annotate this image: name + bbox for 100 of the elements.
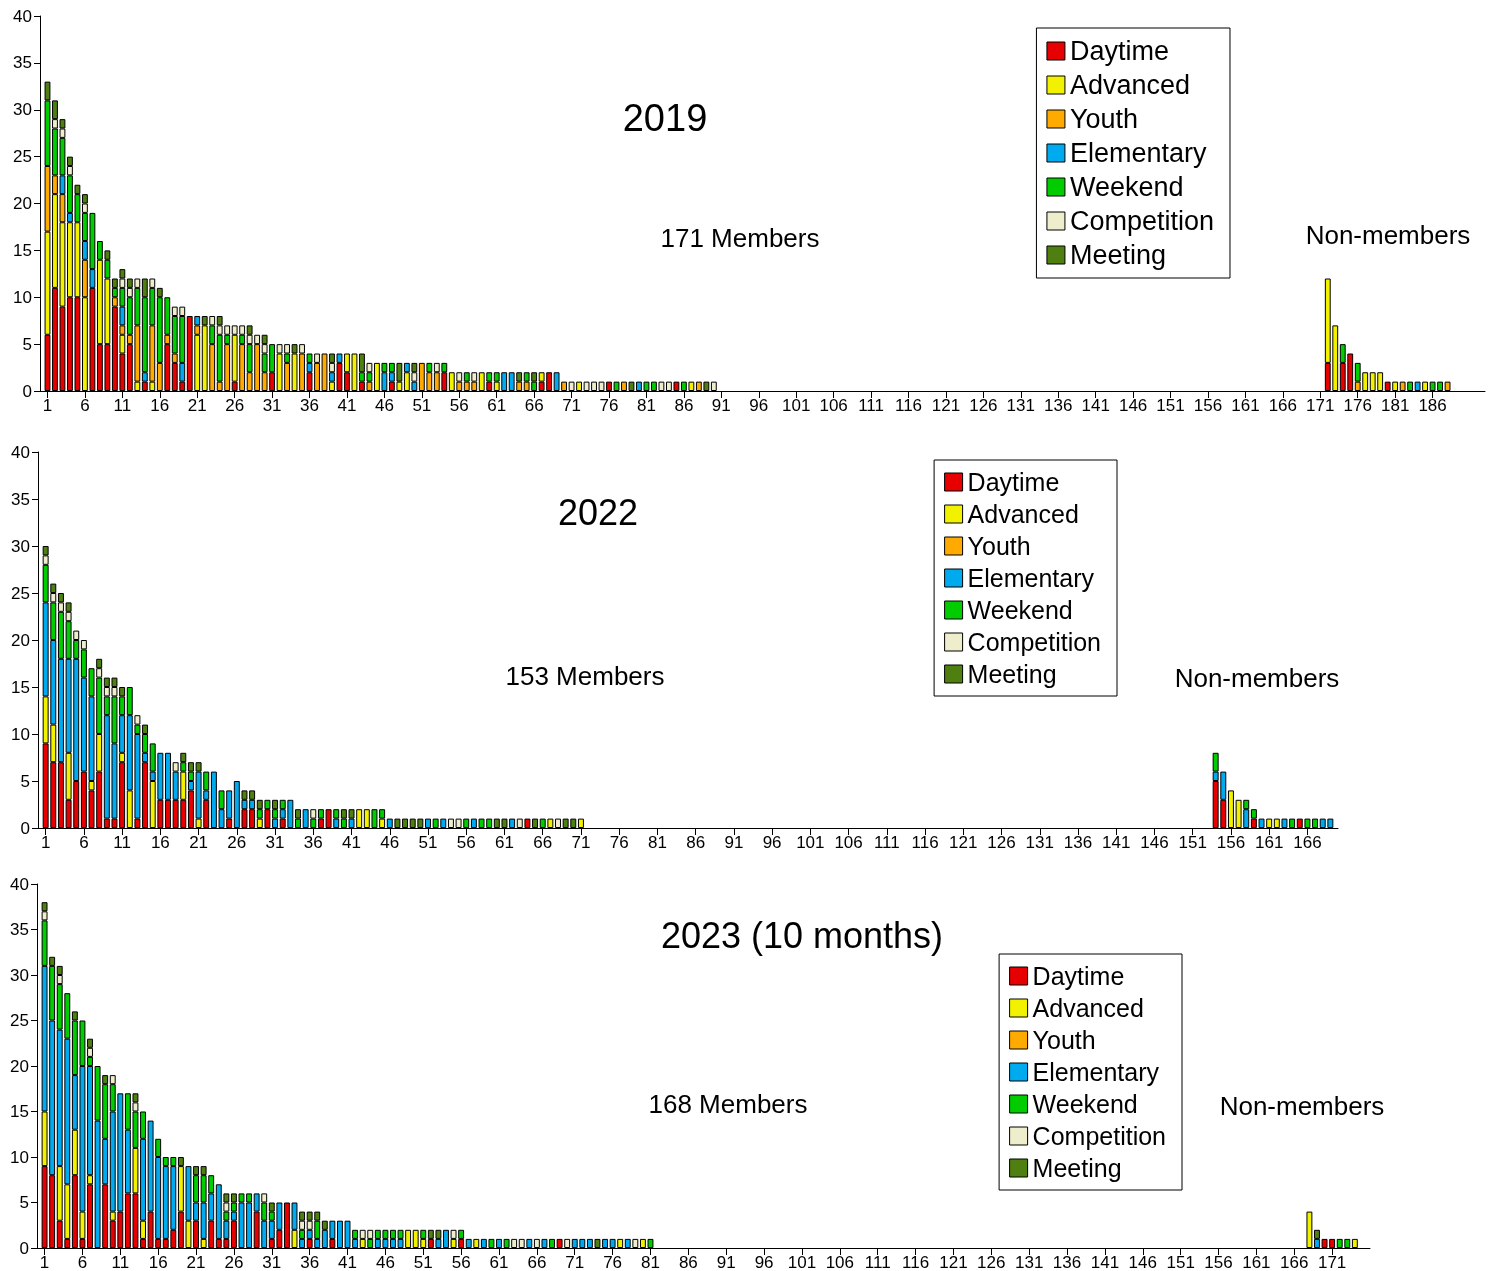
x-tick-label: 146	[1118, 396, 1148, 415]
legend-label: Daytime	[1032, 962, 1125, 990]
y-tick-label: 40	[11, 442, 30, 462]
x-tick-label: 141	[1102, 833, 1131, 852]
x-tick-label: 46	[375, 1253, 395, 1271]
x-tick-label: 6	[77, 1253, 88, 1271]
x-tick-label: 116	[911, 833, 939, 852]
y-tick-label: 25	[10, 1011, 29, 1030]
x-tick-label: 41	[337, 396, 357, 415]
x-tick-label: 131	[1014, 1253, 1044, 1271]
x-tick-label: 86	[686, 833, 706, 852]
y-tick-label: 30	[13, 100, 32, 120]
legend-label: Elementary	[1069, 138, 1207, 168]
x-tick-label: 91	[711, 396, 731, 415]
y-tick-label: 20	[10, 1056, 29, 1076]
x-tick-label: 11	[113, 833, 131, 852]
y-tick-label: 0	[20, 818, 30, 838]
annotation: Non-members	[1305, 220, 1471, 250]
y-tick-label: 25	[11, 583, 30, 603]
annotation: 168 Members	[648, 1089, 808, 1119]
legend-label: Youth	[1069, 104, 1139, 134]
x-tick-label: 121	[931, 396, 961, 415]
x-tick-label: 56	[456, 833, 476, 852]
x-tick-label: 6	[80, 396, 90, 415]
x-tick-label: 41	[342, 833, 361, 852]
x-tick-label: 116	[902, 1253, 930, 1271]
x-tick-label: 156	[1204, 1253, 1233, 1271]
y-tick-label: 30	[10, 965, 29, 985]
x-tick-label: 16	[150, 833, 170, 852]
text: 2019	[622, 97, 708, 139]
x-tick-label: 6	[79, 833, 89, 852]
x-tick-label: 156	[1216, 833, 1246, 852]
x-tick-label: 101	[796, 833, 825, 852]
text: 2022	[557, 491, 639, 533]
x-tick-label: 71	[562, 396, 582, 415]
legend-label: Advanced	[1032, 994, 1144, 1022]
annotation: 171 Members	[660, 223, 820, 253]
x-tick-label: 86	[674, 396, 694, 415]
x-tick-label: 146	[1140, 833, 1169, 852]
x-tick-label: 81	[647, 833, 667, 852]
x-tick-label: 21	[187, 396, 207, 415]
x-tick-label: 106	[825, 1253, 855, 1271]
x-tick-label: 16	[150, 396, 170, 415]
y-tick-label: 25	[13, 147, 32, 167]
y-tick-label: 5	[20, 771, 30, 791]
x-tick-label: 166	[1280, 1253, 1309, 1271]
y-tick-label: 0	[22, 381, 32, 401]
legend-label: Advanced	[1069, 70, 1191, 100]
x-tick-label: 36	[303, 833, 323, 852]
y-tick-label: 35	[10, 920, 29, 939]
x-tick-label: 111	[873, 833, 900, 852]
x-tick-label: 166	[1293, 833, 1322, 852]
x-tick-label: 96	[754, 1253, 774, 1271]
x-tick-label: 121	[939, 1253, 968, 1271]
x-tick-label: 61	[487, 396, 507, 415]
x-tick-label: 21	[186, 1253, 206, 1271]
legend-label: Elementary	[967, 564, 1095, 592]
x-tick-label: 46	[374, 396, 394, 415]
x-tick-label: 111	[864, 1253, 891, 1271]
x-tick-label: 126	[987, 833, 1016, 852]
x-tick-label: 76	[609, 833, 629, 852]
y-tick-label: 20	[13, 194, 32, 213]
x-tick-label: 46	[380, 833, 400, 852]
x-tick-label: 31	[262, 1253, 282, 1271]
legend-label: Weekend	[1069, 172, 1184, 202]
x-tick-label: 116	[894, 396, 923, 415]
x-tick-label: 161	[1231, 396, 1260, 415]
x-tick-label: 56	[451, 1253, 471, 1271]
y-tick-label: 15	[13, 240, 32, 260]
y-tick-label: 5	[19, 1193, 29, 1212]
x-tick-label: 1	[39, 1253, 50, 1271]
x-tick-label: 66	[524, 396, 544, 415]
x-tick-label: 11	[113, 396, 132, 415]
legend-label: Meeting	[967, 660, 1057, 688]
y-tick-label: 15	[11, 677, 30, 697]
x-tick-label: 51	[413, 1253, 433, 1271]
legend-label: Elementary	[1032, 1058, 1160, 1086]
x-tick-label: 86	[678, 1253, 698, 1271]
x-tick-label: 126	[977, 1253, 1006, 1271]
text: 2023 (10 months)	[660, 914, 944, 956]
y-tick-label: 10	[11, 724, 30, 744]
y-tick-label: 15	[10, 1102, 29, 1121]
x-tick-label: 26	[224, 1253, 244, 1271]
legend-label: Daytime	[967, 468, 1060, 496]
x-tick-label: 1	[40, 833, 51, 852]
legend-label: Competition	[1032, 1122, 1167, 1150]
x-tick-label: 136	[1044, 396, 1073, 415]
y-tick-label: 40	[13, 6, 32, 26]
x-tick-label: 111	[858, 396, 884, 415]
x-tick-label: 56	[449, 396, 469, 415]
y-tick-label: 5	[22, 334, 32, 354]
x-tick-label: 171	[1306, 396, 1335, 415]
y-tick-label: 40	[10, 874, 29, 894]
x-tick-label: 141	[1090, 1253, 1120, 1271]
x-tick-label: 96	[762, 833, 782, 852]
legend-label: Advanced	[967, 500, 1079, 528]
y-tick-label: 30	[11, 536, 30, 556]
x-tick-label: 101	[787, 1253, 817, 1271]
x-tick-label: 66	[527, 1253, 547, 1271]
x-tick-label: 91	[716, 1253, 736, 1271]
